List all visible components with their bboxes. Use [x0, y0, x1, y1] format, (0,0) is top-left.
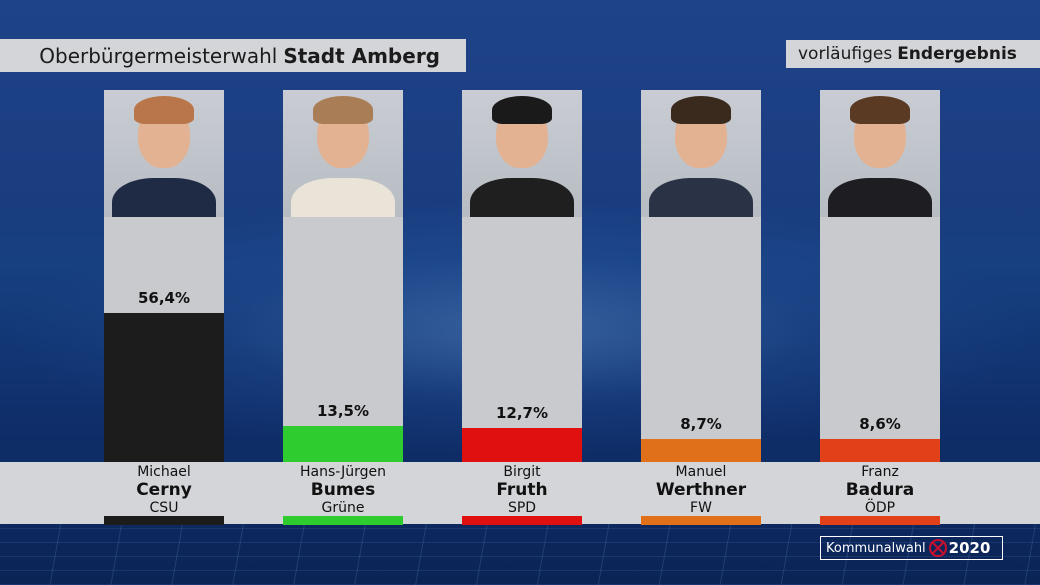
result-bar	[462, 428, 582, 462]
ballot-cross-icon	[928, 539, 947, 557]
candidate-last-name: Fruth	[496, 480, 548, 500]
party-color-strip	[283, 516, 403, 525]
logo-year: 2020	[948, 539, 991, 557]
status-main: Endergebnis	[897, 44, 1017, 64]
bar-track: 8,7%	[641, 217, 761, 462]
candidate-photo	[104, 90, 224, 217]
candidate-first-name: Michael	[137, 464, 191, 480]
bar-track: 8,6%	[820, 217, 940, 462]
percent-label: 8,6%	[859, 415, 901, 433]
candidate-party: ÖDP	[864, 500, 896, 516]
percent-label: 56,4%	[137, 289, 191, 307]
candidate-label: Michael Cerny CSU	[84, 462, 244, 517]
candidate-first-name: Birgit	[503, 464, 541, 480]
candidate-label: Manuel Werthner FW	[621, 462, 781, 517]
percent-label: 12,7%	[495, 404, 549, 422]
result-bar	[104, 313, 224, 462]
bar-track: 12,7%	[462, 217, 582, 462]
candidate-party: Grüne	[321, 500, 365, 516]
candidate-last-name: Badura	[845, 480, 915, 500]
bar-track: 56,4%	[104, 217, 224, 462]
party-color-strip	[462, 516, 582, 525]
name-band	[0, 462, 1040, 524]
candidate-label: Franz Badura ÖDP	[800, 462, 960, 517]
candidate-photo	[641, 90, 761, 217]
background-grid	[0, 520, 1040, 585]
title-city: Stadt Amberg	[283, 43, 440, 68]
page-title: Oberbürgermeisterwahl Stadt Amberg	[0, 39, 466, 72]
candidate-party: SPD	[507, 500, 537, 516]
candidate-photo	[462, 90, 582, 217]
percent-label: 8,7%	[680, 415, 722, 433]
candidate-last-name: Bumes	[310, 480, 376, 500]
party-color-strip	[820, 516, 940, 525]
title-prefix: Oberbürgermeisterwahl	[39, 43, 278, 68]
result-bar	[641, 439, 761, 462]
result-bar	[283, 426, 403, 462]
bar-track: 13,5%	[283, 217, 403, 462]
result-bar	[820, 439, 940, 462]
candidate-photo	[283, 90, 403, 217]
candidate-first-name: Franz	[861, 464, 899, 480]
candidate-last-name: Cerny	[136, 480, 192, 500]
candidate-photo	[820, 90, 940, 217]
percent-label: 13,5%	[316, 402, 370, 420]
party-color-strip	[641, 516, 761, 525]
candidate-last-name: Werthner	[655, 480, 747, 500]
election-logo: Kommunalwahl 2020	[820, 536, 1003, 560]
candidate-first-name: Hans-Jürgen	[300, 464, 386, 480]
logo-text: Kommunalwahl	[826, 540, 926, 556]
result-status: vorläufiges Endergebnis	[786, 40, 1040, 68]
party-color-strip	[104, 516, 224, 525]
candidate-party: FW	[690, 500, 712, 516]
candidate-first-name: Manuel	[675, 464, 727, 480]
candidate-label: Birgit Fruth SPD	[442, 462, 602, 517]
candidate-label: Hans-Jürgen Bumes Grüne	[263, 462, 423, 517]
candidate-party: CSU	[149, 500, 179, 516]
status-prefix: vorläufiges	[798, 44, 893, 64]
